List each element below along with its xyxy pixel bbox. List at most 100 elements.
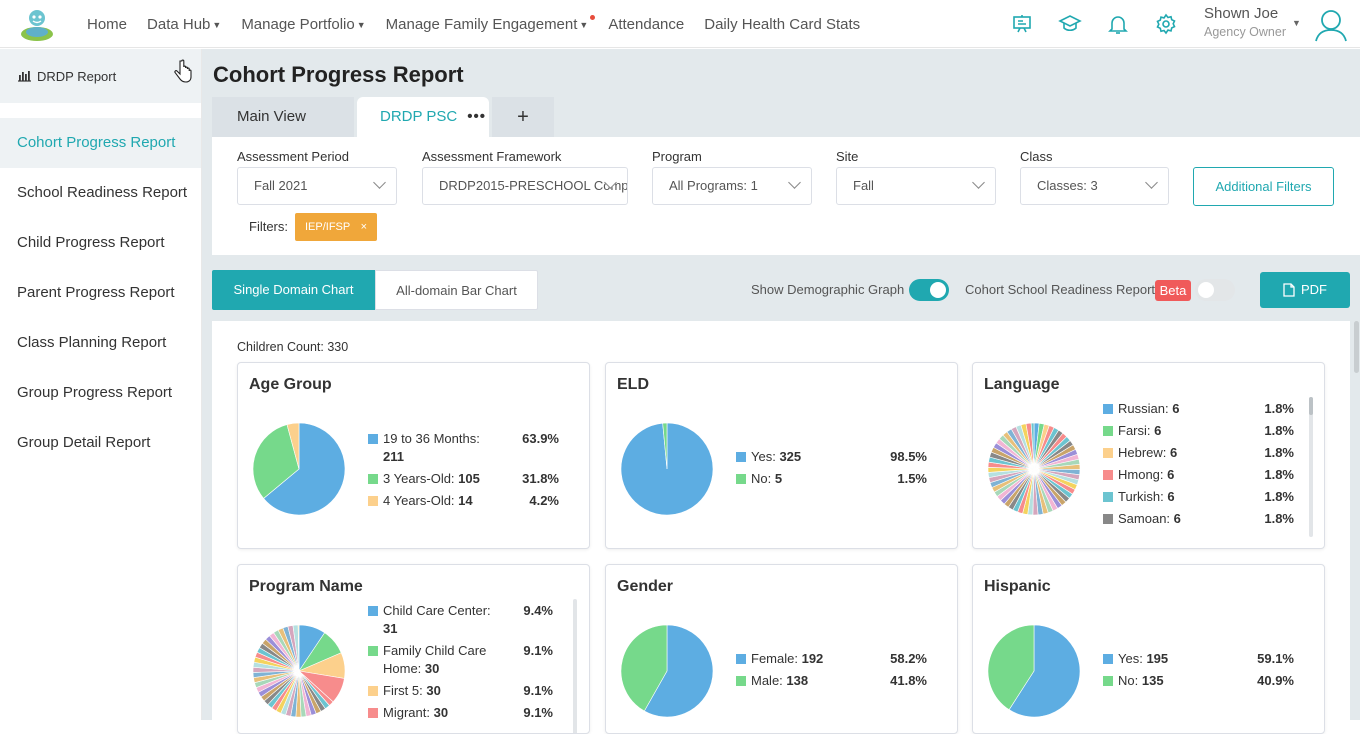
legend-label: Turkish:	[1118, 489, 1164, 504]
card-title: Language	[984, 376, 1060, 393]
legend-count: 211	[383, 449, 404, 464]
nav-attendance[interactable]: Attendance	[608, 15, 685, 33]
legend-label: No:	[1118, 673, 1139, 688]
sidebar-item-child-progress[interactable]: Child Progress Report	[17, 234, 165, 251]
assessment-period-label: Assessment Period	[237, 149, 349, 164]
tab-drdp-psc[interactable]: DRDP PSC •••	[357, 97, 489, 137]
card-language: Language Russian: 6 1.8% Farsi: 6 1.8% Heb…	[972, 362, 1325, 549]
show-demographic-toggle[interactable]	[909, 279, 949, 301]
program-select[interactable]: All Programs: 1	[652, 167, 812, 205]
legend-swatch	[1103, 404, 1113, 414]
nav-daily-health[interactable]: Daily Health Card Stats	[704, 15, 861, 33]
caret-down-icon: ▼	[212, 19, 222, 30]
legend-percent: 9.4%	[523, 603, 553, 618]
page-scrollbar-thumb[interactable]	[1354, 321, 1359, 373]
close-icon[interactable]: ×	[360, 221, 367, 233]
legend-swatch	[736, 676, 746, 686]
legend-swatch	[368, 686, 378, 696]
avatar[interactable]	[1312, 5, 1350, 43]
pie-slice[interactable]	[297, 625, 300, 672]
pie-slice[interactable]	[643, 625, 713, 717]
sidebar-item-class-planning[interactable]: Class Planning Report	[17, 334, 167, 351]
pie-slice[interactable]	[988, 625, 1035, 711]
tab-main-view[interactable]: Main View	[212, 97, 354, 137]
pie-slice[interactable]	[1008, 625, 1080, 717]
program-value: All Programs: 1	[669, 178, 758, 193]
beta-badge: Beta	[1155, 280, 1191, 301]
nav-manage-family-engagement[interactable]: Manage Family Engagement ▼	[386, 14, 596, 33]
chevron-down-icon	[788, 176, 801, 189]
card-eld: ELD Yes: 325 98.5% No: 5 1.5%	[605, 362, 958, 549]
toggle-knob	[930, 282, 946, 298]
legend-item: First 5: 30 9.1%	[368, 682, 553, 700]
sidebar-item-school-readiness[interactable]: School Readiness Report	[17, 184, 188, 201]
bell-icon[interactable]	[1106, 12, 1130, 36]
class-value: Classes: 3	[1037, 178, 1098, 193]
nav-home[interactable]: Home	[87, 15, 128, 33]
cohort-school-readiness-label: Cohort School Readiness Report	[965, 282, 1156, 297]
legend-scrollbar[interactable]	[1309, 397, 1313, 537]
cohort-school-readiness-toggle[interactable]	[1195, 279, 1235, 301]
presentation-board-icon[interactable]	[1010, 12, 1034, 36]
sidebar-item-group-progress[interactable]: Group Progress Report	[17, 384, 173, 401]
legend-percent: 1.8%	[1264, 423, 1294, 438]
age-group-pie-chart	[253, 423, 345, 515]
sidebar-header-label: DRDP Report	[37, 68, 117, 84]
site-select[interactable]: Fall	[836, 167, 996, 205]
legend-count: 195	[1146, 651, 1169, 666]
add-tab-button[interactable]: +	[492, 97, 554, 137]
page-scrollbar[interactable]	[1353, 321, 1360, 720]
sidebar-item-cohort-progress[interactable]: Cohort Progress Report	[0, 118, 201, 168]
sidebar-item-parent-progress[interactable]: Parent Progress Report	[17, 284, 175, 301]
legend-scrollbar[interactable]	[573, 599, 577, 733]
pie-slice[interactable]	[263, 423, 345, 515]
legend-count: 30	[426, 683, 441, 698]
legend-count: 105	[458, 471, 480, 486]
nav-manage-portfolio[interactable]: Manage Portfolio ▼	[241, 16, 365, 33]
page-title: Cohort Progress Report	[213, 62, 464, 87]
framework-select[interactable]: DRDP2015-PRESCHOOL Comprehensive View	[422, 167, 628, 205]
pie-slice[interactable]	[662, 423, 668, 470]
program-group: Program All Programs: 1	[652, 149, 812, 205]
class-select[interactable]: Classes: 3	[1020, 167, 1169, 205]
chart-toolbar: Single Domain Chart All-domain Bar Chart…	[212, 270, 1360, 320]
pdf-button[interactable]: PDF	[1260, 272, 1350, 308]
legend-label: Female:	[751, 651, 798, 666]
chevron-down-icon	[972, 176, 985, 189]
legend-item: Hmong: 6 1.8%	[1103, 466, 1294, 484]
legend-count: 30	[433, 705, 449, 720]
legend-swatch	[736, 452, 746, 462]
app-logo[interactable]	[18, 5, 56, 43]
legend-item: 19 to 36 Months: 211 63.9%	[368, 430, 559, 466]
legend-count: 135	[1141, 673, 1164, 688]
sidebar-item-group-detail[interactable]: Group Detail Report	[17, 434, 151, 451]
single-domain-chart-button[interactable]: Single Domain Chart	[212, 270, 375, 310]
pie-slice[interactable]	[621, 625, 668, 712]
assessment-period-select[interactable]: Fall 2021	[237, 167, 397, 205]
pie-slice[interactable]	[1030, 423, 1035, 470]
nav-data-hub[interactable]: Data Hub ▼	[147, 16, 221, 33]
legend-count: 325	[779, 449, 802, 464]
language-legend[interactable]: Russian: 6 1.8% Farsi: 6 1.8% Hebrew: 6 1.8…	[1103, 400, 1294, 534]
program-name-legend[interactable]: Child Care Center: 31 9.4% Family Child Ca…	[368, 602, 553, 726]
legend-percent: 9.1%	[523, 683, 553, 698]
all-domain-bar-chart-button[interactable]: All-domain Bar Chart	[375, 270, 538, 310]
legend-label: 19 to 36 Months:	[383, 431, 480, 446]
gear-icon[interactable]	[1154, 12, 1178, 36]
legend-count: 6	[1170, 445, 1178, 460]
legend-swatch	[736, 474, 746, 484]
class-group: Class Classes: 3	[1020, 149, 1169, 205]
legend-swatch	[368, 496, 378, 506]
legend-percent: 31.8%	[522, 471, 559, 486]
graduation-cap-icon[interactable]	[1058, 12, 1082, 36]
legend-item: Samoan: 6 1.8%	[1103, 510, 1294, 528]
user-menu[interactable]: Shown Joe Agency Owner	[1204, 5, 1286, 39]
more-options-icon[interactable]: •••	[467, 108, 487, 125]
caret-down-icon[interactable]: ▼	[1292, 18, 1301, 28]
legend-percent: 1.8%	[1264, 445, 1294, 460]
pie-slice[interactable]	[286, 423, 300, 470]
pie-slice[interactable]	[253, 424, 300, 499]
legend-item: Male: 138 41.8%	[736, 672, 927, 690]
additional-filters-button[interactable]: Additional Filters	[1193, 167, 1334, 206]
user-role: Agency Owner	[1204, 25, 1286, 39]
